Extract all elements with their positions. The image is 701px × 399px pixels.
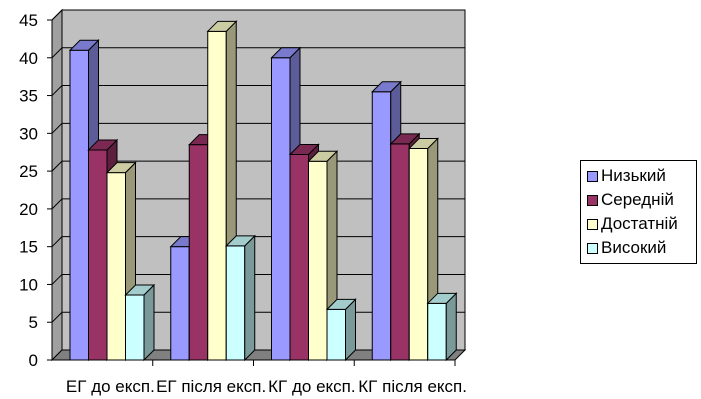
bar-front	[207, 30, 227, 361]
x-tick-label: ЕГ до експ.	[66, 377, 155, 396]
bar-front	[408, 147, 429, 361]
bar-top	[68, 39, 100, 51]
bar-top	[426, 292, 458, 304]
y-tick-label: 15	[19, 238, 38, 257]
bar-side	[445, 292, 457, 362]
bar-front	[69, 49, 89, 361]
bar-front	[106, 172, 126, 361]
y-tick-label: 45	[19, 11, 38, 30]
bar-front	[371, 91, 392, 361]
bar-top	[225, 235, 256, 247]
bar-top	[307, 150, 339, 162]
legend-item-high: Високий	[587, 236, 696, 260]
bar-front	[225, 245, 246, 361]
bars	[68, 20, 458, 362]
bar-front	[326, 308, 346, 361]
legend-swatch	[587, 194, 598, 206]
legend-label: Високий	[601, 238, 667, 257]
bar-front	[271, 57, 291, 361]
legend-label: Достатній	[601, 214, 678, 233]
bar-top	[288, 143, 320, 155]
bar-top	[87, 139, 119, 151]
bar-front	[170, 246, 190, 361]
legend-item-low: Низький	[587, 164, 696, 188]
y-tick-label: 30	[19, 124, 38, 143]
x-tick-label: КГ після експ.	[358, 377, 467, 396]
y-tick-label: 25	[19, 162, 38, 181]
gridline	[51, 47, 465, 59]
gridline	[51, 9, 465, 21]
legend-label: Середній	[601, 190, 674, 209]
x-tick-label: ЕГ після експ.	[156, 377, 266, 396]
bar-top	[389, 133, 421, 145]
y-tick-label: 20	[19, 200, 38, 219]
y-tick-labels: 0 5 10 15 20 25 30 35 40 45	[19, 11, 38, 370]
bar-front	[427, 302, 447, 361]
bar-top	[408, 137, 439, 149]
legend-item-medium: Середній	[587, 188, 696, 212]
legend: Низький Середній Достатній Високий	[580, 160, 697, 264]
bar-top	[105, 162, 137, 174]
legend-swatch	[587, 218, 598, 230]
legend-swatch	[587, 242, 598, 254]
y-tick-label: 35	[19, 87, 38, 106]
bar-front	[88, 149, 108, 361]
x-tick-label: КГ до експ.	[268, 377, 355, 396]
bar-top	[371, 81, 402, 93]
legend-swatch	[587, 170, 598, 182]
gridline	[51, 122, 465, 134]
bar-front	[390, 143, 410, 361]
gridline	[51, 85, 465, 96]
bar-top	[270, 47, 302, 59]
bar-top	[325, 298, 357, 310]
legend-label: Низький	[601, 166, 666, 185]
legend-item-sufficient: Достатній	[587, 212, 696, 236]
y-tick-label: 0	[29, 351, 38, 370]
bar-side	[244, 234, 256, 362]
bar-top	[206, 20, 238, 32]
bar-front	[308, 160, 328, 361]
y-tick-label: 40	[19, 49, 38, 68]
bar-front	[289, 153, 309, 361]
bar-front	[125, 294, 145, 361]
bar-top	[124, 284, 156, 296]
x-tick-labels: ЕГ до експ. ЕГ після експ. КГ до експ. КГ п…	[66, 377, 467, 396]
bar-side	[143, 283, 155, 362]
side-wall	[51, 8, 63, 362]
y-tick-label: 10	[19, 275, 38, 294]
y-tick-label: 5	[29, 313, 38, 332]
bar-front	[188, 144, 209, 361]
